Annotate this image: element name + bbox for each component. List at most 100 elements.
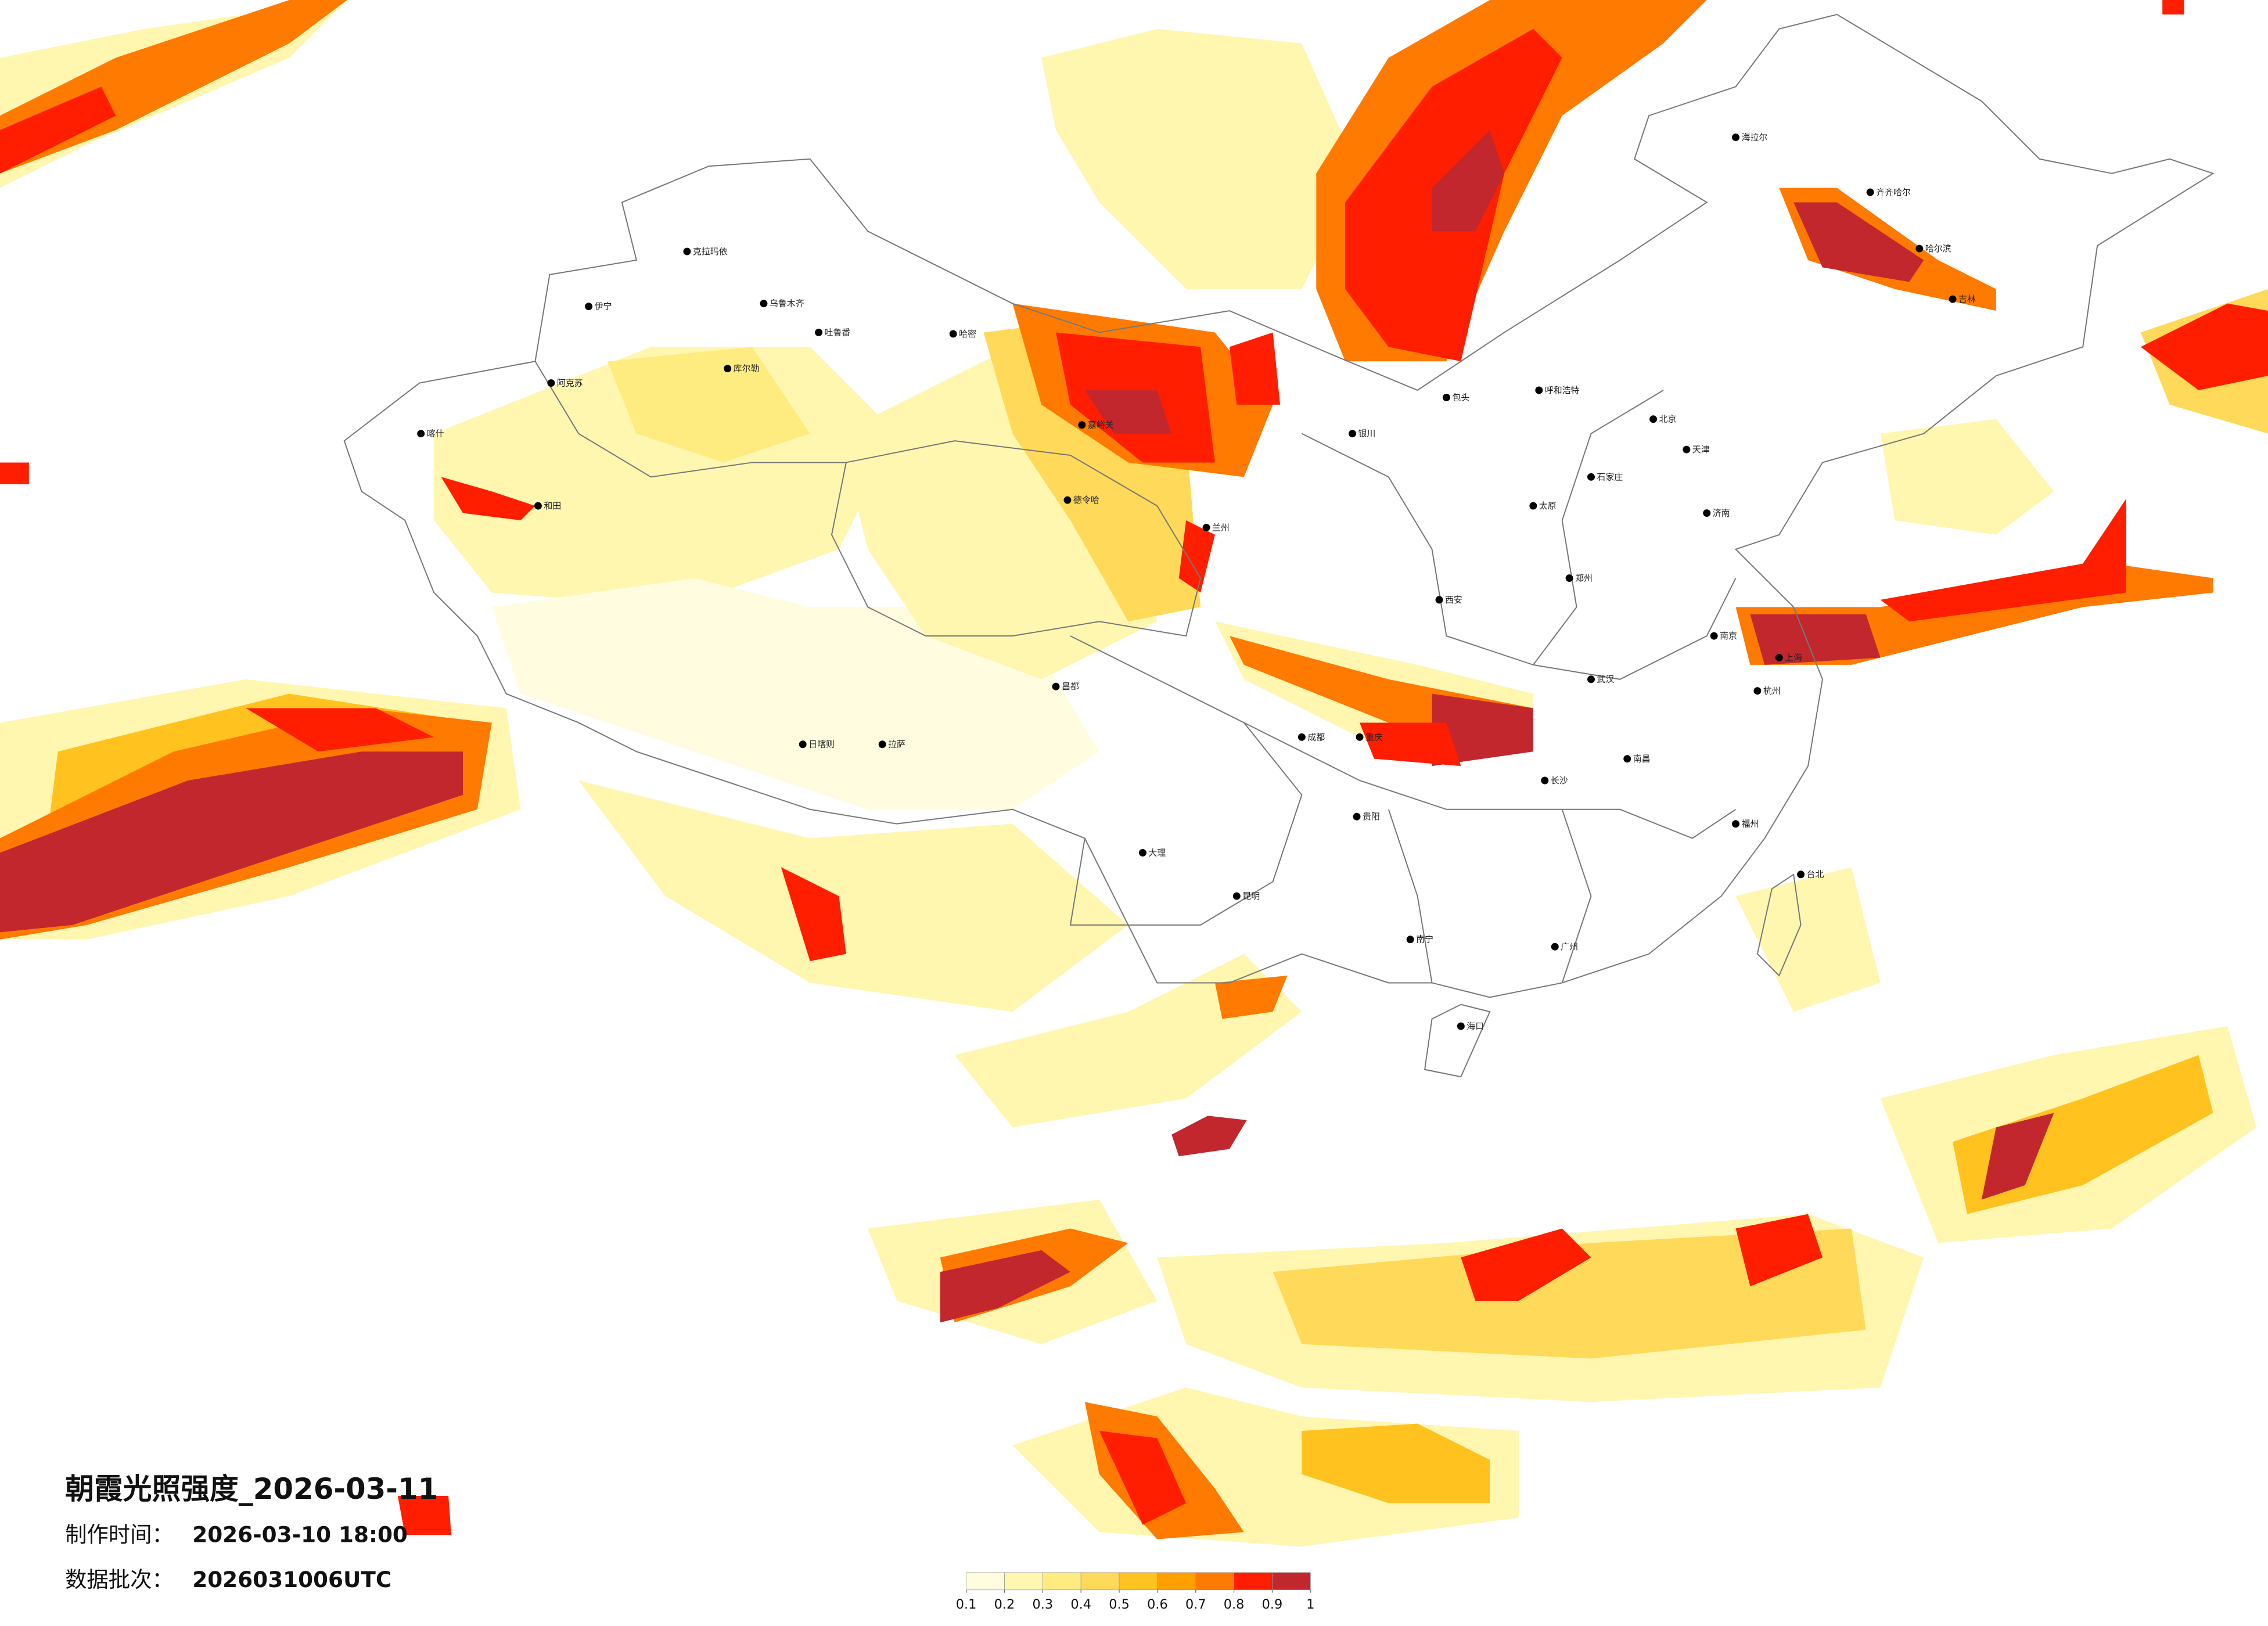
intensity-field (0, 0, 2268, 1547)
city-dot (724, 365, 732, 373)
city-dot (1063, 496, 1072, 504)
city-label: 银川 (1358, 429, 1376, 439)
city-label: 武汉 (1597, 674, 1614, 685)
city-dot (1232, 892, 1241, 900)
city-dot (1442, 393, 1450, 401)
city-label: 贵阳 (1363, 811, 1380, 822)
city-dot (1732, 820, 1739, 828)
city-label: 昆明 (1242, 891, 1260, 901)
city-label: 海拉尔 (1741, 132, 1767, 142)
city-dot (815, 328, 823, 336)
city-label: 福州 (1741, 819, 1759, 829)
city-dot (1138, 848, 1146, 857)
legend-tick-label: 0.5 (1109, 1597, 1130, 1612)
city-label: 长沙 (1551, 775, 1568, 786)
city-dot (1052, 682, 1060, 690)
city-dot (547, 379, 555, 387)
info-value: 2026031006UTC (192, 1567, 391, 1592)
city-label: 台北 (1807, 869, 1824, 880)
city-label: 哈密 (959, 329, 976, 339)
city-dot (1775, 653, 1783, 661)
city-dot (534, 502, 542, 510)
city-dot (1356, 733, 1364, 741)
city-dot (1623, 755, 1631, 763)
city-dot (1949, 295, 1957, 303)
legend-swatch (1080, 1572, 1120, 1591)
legend-swatch (1157, 1572, 1196, 1591)
city-label: 南昌 (1633, 754, 1651, 764)
city-dot (1683, 445, 1691, 454)
city-dot (1587, 473, 1595, 481)
city-dot (1866, 188, 1874, 196)
city-dot (949, 330, 957, 338)
legend-swatch (1004, 1572, 1043, 1591)
legend-tick-label: 0.7 (1185, 1597, 1206, 1612)
city-label: 库尔勒 (734, 364, 760, 374)
city-dot (683, 247, 691, 256)
legend-tick-label: 0.1 (956, 1597, 977, 1612)
border-lines (343, 13, 2215, 1078)
city-dot (1353, 812, 1361, 821)
legend-swatch (1272, 1572, 1311, 1591)
city-dot (1202, 523, 1210, 531)
legend-swatch (1042, 1572, 1081, 1591)
city-label: 包头 (1452, 392, 1469, 402)
city-label: 嘉峪关 (1088, 420, 1114, 430)
city-dot (585, 303, 593, 311)
city-dot (1565, 574, 1573, 582)
city-dot (1349, 430, 1357, 438)
city-dot (1753, 687, 1762, 695)
city-label: 克拉玛依 (693, 246, 728, 257)
city-label: 广州 (1561, 941, 1578, 952)
city-dot (1541, 776, 1549, 785)
city-dot (1457, 1022, 1465, 1030)
city-dot (1797, 870, 1805, 879)
city-label: 上海 (1785, 652, 1802, 663)
legend-swatch (966, 1572, 1005, 1591)
city-dot (799, 740, 807, 749)
city-label: 太原 (1539, 501, 1557, 511)
city-label: 哈尔滨 (1925, 243, 1951, 254)
city-label: 天津 (1692, 444, 1710, 455)
legend-tick-label: 0.4 (1070, 1597, 1091, 1612)
city-label: 成都 (1307, 732, 1325, 742)
city-label: 重庆 (1365, 732, 1383, 742)
legend-tick-label: 0.8 (1224, 1597, 1245, 1612)
legend-tick-label: 0.3 (1033, 1597, 1054, 1612)
city-label: 日喀则 (808, 739, 835, 750)
map-title: 朝霞光照强度_2026-03-11 (65, 1472, 438, 1506)
legend-swatch (1119, 1572, 1158, 1591)
city-dot (1406, 936, 1414, 944)
info-label: 数据批次： (65, 1567, 174, 1592)
city-dot (1535, 386, 1543, 394)
city-label: 吐鲁番 (825, 327, 851, 337)
city-dot (1732, 133, 1739, 141)
city-dot (1649, 415, 1658, 423)
city-dot (1915, 244, 1924, 253)
legend-swatch (1234, 1572, 1273, 1591)
city-label: 北京 (1659, 414, 1677, 425)
city-label: 吉林 (1958, 294, 1976, 304)
city-dot (1529, 502, 1537, 510)
city-label: 海口 (1467, 1021, 1484, 1031)
city-label: 南京 (1720, 631, 1737, 641)
city-dot (1551, 942, 1559, 951)
city-label: 石家庄 (1597, 472, 1623, 482)
legend-tick-label: 0.6 (1147, 1597, 1168, 1612)
city-label: 和田 (544, 501, 561, 511)
city-label: 郑州 (1575, 573, 1593, 584)
color-legend: 0.1 0.2 0.3 0.4 0.5 0.6 0.7 0.8 0.9 1 (956, 1572, 1314, 1612)
city-label: 德令哈 (1073, 495, 1099, 505)
city-label: 阿克苏 (557, 378, 583, 388)
city-dot (760, 300, 768, 308)
city-label: 昌都 (1062, 681, 1079, 692)
city-label: 南宁 (1416, 934, 1433, 945)
legend-tick-label: 0.2 (994, 1597, 1015, 1612)
city-dot (1435, 596, 1443, 604)
city-dot (417, 430, 425, 438)
city-dot (1710, 632, 1718, 640)
legend-swatch (1195, 1572, 1234, 1591)
city-label: 伊宁 (595, 301, 612, 312)
